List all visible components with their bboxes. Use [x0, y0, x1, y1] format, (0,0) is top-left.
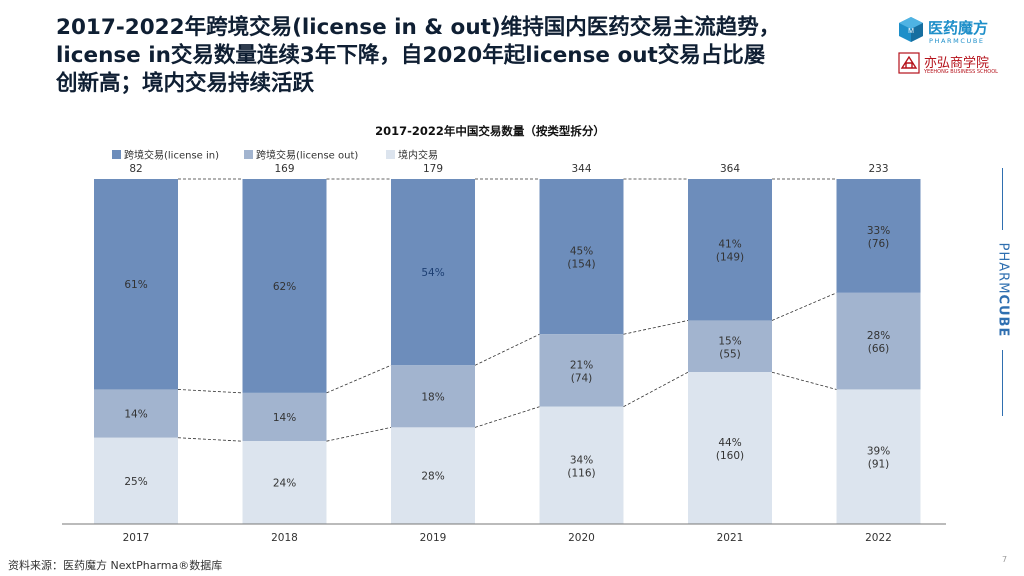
cube-logo-icon: M: [899, 17, 923, 42]
data-label-2018-3: 24%: [273, 478, 296, 490]
data-label-2020-1: 45%: [570, 246, 593, 258]
connector-line-2019-3: [474, 406, 540, 428]
data-label-2022-3: 39%: [867, 446, 890, 458]
pharmcube-logo: M 医药魔方 PHARMCUBE: [898, 16, 1008, 50]
bar-segment-2018-3: [242, 441, 327, 524]
source-note: 资料来源：医药魔方 NextPharma®数据库: [8, 559, 223, 572]
bar-group: [94, 179, 921, 524]
data-count-2022-3: (91): [868, 459, 890, 471]
data-count-2021-1: (149): [716, 252, 744, 264]
data-count-2021-2: (55): [719, 348, 741, 360]
connector-line-2017-3: [177, 437, 243, 442]
data-count-2020-3: (116): [567, 467, 595, 479]
legend-label-3: 境内交易: [398, 149, 438, 162]
total-label-2019: 179: [423, 163, 443, 175]
data-label-group: 61%14%25%8262%14%24%16954%18%28%17945%(1…: [124, 163, 890, 490]
side-divider-top: [1002, 168, 1003, 230]
connector-line-2020-3: [623, 371, 689, 408]
data-label-2022-1: 33%: [867, 225, 890, 237]
x-tick-group: 2017 2018 2019 2020 2021 2022: [123, 532, 892, 544]
bar-segment-2020-1: [539, 179, 624, 335]
total-label-2018: 169: [274, 163, 294, 175]
brand-name-cn: 医药魔方: [928, 19, 989, 37]
x-tick-2021: 2021: [717, 532, 744, 544]
total-label-2022: 233: [868, 163, 888, 175]
total-label-2020: 344: [571, 163, 591, 175]
bar-segment-2018-1: [242, 179, 327, 393]
data-count-2022-2: (66): [868, 343, 890, 355]
chart-title: 2017-2022年中国交易数量（按类型拆分）: [375, 124, 605, 138]
bar-segment-2021-1: [688, 179, 772, 321]
bar-segment-2019-3: [391, 427, 475, 524]
svg-text:M: M: [908, 28, 914, 35]
school-logo: 亦弘商学院 YEEHONG BUSINESS SCHOOL: [898, 52, 1018, 78]
bar-segment-2017-2: [94, 389, 178, 438]
bar-segment-2019-1: [391, 179, 475, 366]
data-label-2021-1: 41%: [718, 239, 741, 251]
school-emblem-icon: [898, 52, 920, 74]
connector-line-2018-2: [326, 364, 392, 394]
headline-line-1: 2017-2022年跨境交易(license in & out)维持国内医药交易…: [56, 15, 781, 40]
x-tick-2022: 2022: [865, 532, 892, 544]
bar-segment-2021-2: [688, 320, 772, 373]
connector-line-2017-2: [177, 389, 243, 394]
data-label-2019-2: 18%: [421, 391, 444, 403]
data-label-2019-1: 54%: [421, 267, 444, 279]
data-label-2021-3: 44%: [718, 437, 741, 449]
bar-segment-2020-3: [539, 406, 624, 524]
data-count-2022-1: (76): [868, 238, 890, 250]
side-divider-bottom: [1002, 350, 1003, 416]
brand-name-en: PHARMCUBE: [929, 37, 985, 45]
data-label-2022-2: 28%: [867, 330, 890, 342]
connector-lines: [177, 178, 837, 442]
legend-label-1: 跨境交易(license in): [124, 149, 219, 162]
bar-segment-2022-1: [836, 179, 921, 293]
legend-swatch-2: [244, 150, 253, 159]
total-label-2017: 82: [129, 163, 142, 175]
page-number: 7: [1002, 555, 1008, 564]
data-label-2018-2: 14%: [273, 412, 296, 424]
legend-swatch-3: [386, 150, 395, 159]
bar-segment-2019-2: [391, 365, 475, 428]
data-count-2021-3: (160): [716, 450, 744, 462]
school-name-cn: 亦弘商学院: [924, 56, 990, 71]
legend-label-2: 跨境交易(license out): [256, 149, 358, 162]
bar-segment-2018-2: [242, 392, 327, 442]
total-label-2021: 364: [720, 163, 740, 175]
connector-line-2021-2: [771, 292, 837, 321]
data-label-2017-1: 61%: [124, 279, 147, 291]
connector-line-2021-3: [771, 371, 837, 390]
bar-segment-2021-3: [688, 372, 772, 524]
bar-segment-2022-2: [836, 292, 921, 390]
legend-swatch-1: [112, 150, 121, 159]
side-brand-mark: PHARMCUBE: [978, 168, 1024, 416]
data-label-2020-3: 34%: [570, 454, 593, 466]
data-label-2020-2: 21%: [570, 359, 593, 371]
x-tick-2019: 2019: [420, 532, 447, 544]
chart-legend: 跨境交易(license in) 跨境交易(license out) 境内交易: [112, 149, 438, 162]
data-label-2019-3: 28%: [421, 471, 444, 483]
school-name-en: YEEHONG BUSINESS SCHOOL: [924, 69, 998, 75]
headline-line-3: 创新高；境内交易持续活跃: [56, 71, 315, 96]
x-tick-2017: 2017: [123, 532, 150, 544]
connector-line-2019-2: [474, 333, 540, 366]
bar-segment-2020-2: [539, 334, 624, 407]
bar-segment-2022-3: [836, 389, 921, 524]
data-label-2017-2: 14%: [124, 409, 147, 421]
data-count-2020-2: (74): [571, 372, 593, 384]
bar-segment-2017-3: [94, 437, 178, 524]
data-label-2021-2: 15%: [718, 335, 741, 347]
x-tick-2020: 2020: [568, 532, 595, 544]
headline-line-2: license in交易数量连续3年下降，自2020年起license out交…: [56, 43, 766, 68]
page-headline: 2017-2022年跨境交易(license in & out)维持国内医药交易…: [56, 14, 876, 98]
bar-segment-2017-1: [94, 179, 178, 390]
x-tick-2018: 2018: [271, 532, 298, 544]
data-count-2020-1: (154): [567, 259, 595, 271]
connector-line-2020-2: [623, 320, 689, 335]
data-label-2018-1: 62%: [273, 281, 296, 293]
data-label-2017-3: 25%: [124, 476, 147, 488]
connector-line-2018-3: [326, 427, 392, 442]
